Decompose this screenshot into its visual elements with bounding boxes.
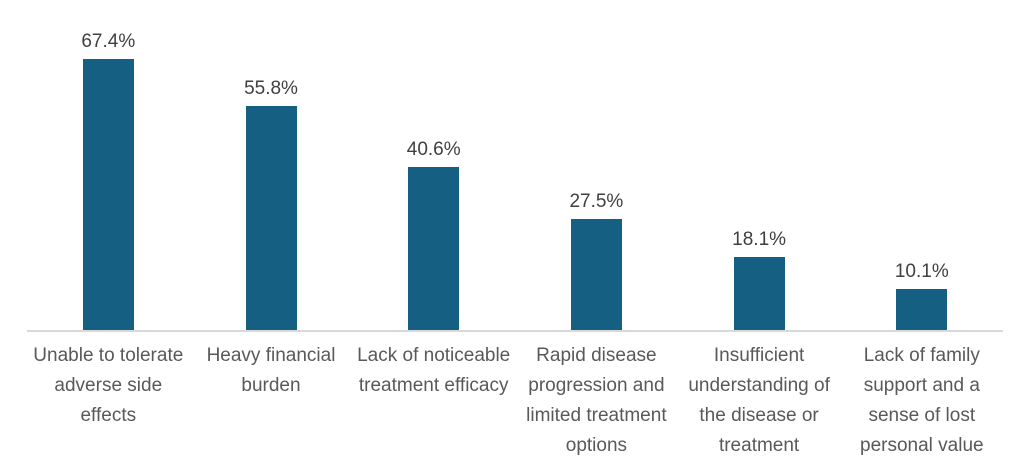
bar xyxy=(245,106,297,330)
bar xyxy=(408,167,460,330)
bar-value-label: 40.6% xyxy=(406,139,461,160)
bar xyxy=(733,257,785,330)
bar xyxy=(82,59,134,330)
bar-value-label: 10.1% xyxy=(894,261,949,282)
bar xyxy=(896,289,948,330)
x-axis-line xyxy=(27,330,1003,332)
bar-value-label: 55.8% xyxy=(244,78,298,99)
category-label: Unable to tolerate adverse side effects xyxy=(33,345,184,426)
category-label: Lack of noticeable treatment efficacy xyxy=(357,345,511,396)
category-label: Heavy financial burden xyxy=(206,345,336,396)
category-label: Rapid disease progression and limited tr… xyxy=(526,345,667,456)
category-label: Lack of family support and a sense of lo… xyxy=(860,345,984,456)
bar-value-label: 67.4% xyxy=(81,31,136,52)
bar xyxy=(570,219,622,330)
bar-value-label: 18.1% xyxy=(732,229,787,250)
category-label: Insufficient understanding of the diseas… xyxy=(688,345,830,456)
bar-value-label: 27.5% xyxy=(569,191,624,212)
